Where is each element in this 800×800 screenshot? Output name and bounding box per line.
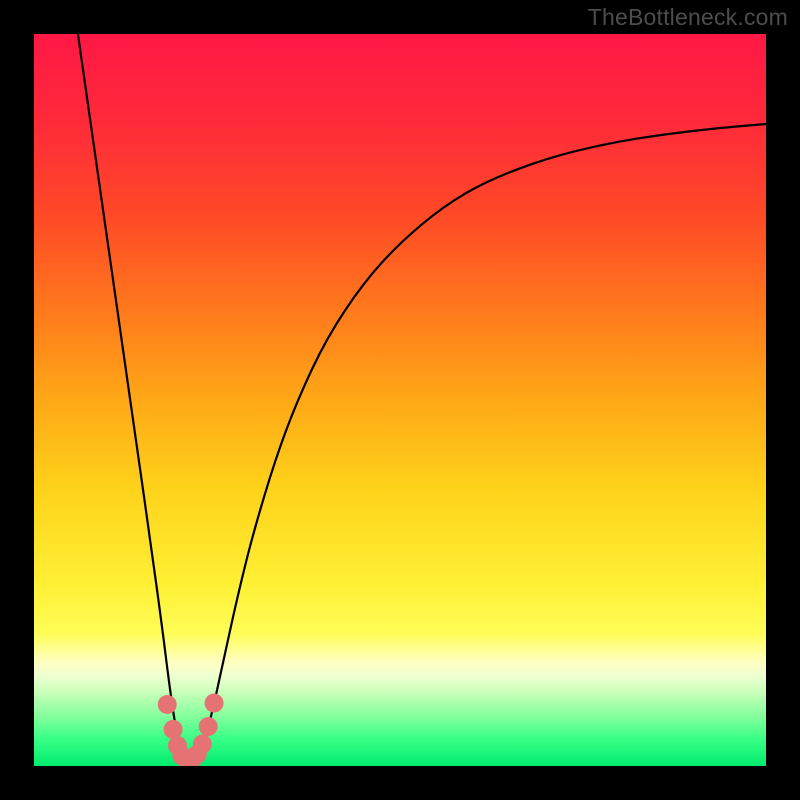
plot-area bbox=[34, 34, 766, 766]
watermark-text: TheBottleneck.com bbox=[588, 4, 788, 31]
marker-dot bbox=[158, 695, 177, 714]
plot-svg bbox=[34, 34, 766, 766]
marker-dot bbox=[193, 735, 212, 754]
marker-dot bbox=[164, 720, 183, 739]
marker-dot bbox=[205, 694, 224, 713]
gradient-background bbox=[34, 34, 766, 766]
marker-dot bbox=[199, 717, 218, 736]
chart-container: TheBottleneck.com bbox=[0, 0, 800, 800]
